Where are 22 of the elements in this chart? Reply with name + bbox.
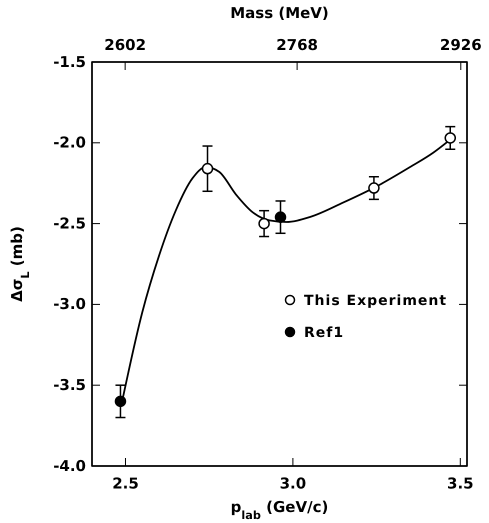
point: [202, 162, 214, 174]
legend-label: Ref1: [304, 325, 344, 341]
legend-label: This Experiment: [304, 293, 448, 309]
x2-tick-label: 2768: [276, 36, 318, 54]
x-tick-label: 2.5: [112, 474, 139, 493]
y-tick-label: -3.0: [53, 295, 86, 314]
point: [258, 218, 270, 230]
y-tick-label: -3.5: [53, 376, 86, 394]
x2-tick-label: 2602: [104, 36, 146, 54]
x-tick-label: 3.0: [280, 474, 306, 493]
x-axis-title: p$_{lab}$ (GeV/c): [230, 498, 328, 522]
point: [274, 211, 286, 223]
x2-axis-title: Mass (MeV): [230, 4, 329, 22]
y-tick-label: -2.5: [53, 214, 86, 232]
x-tick-label: 3.5: [447, 474, 474, 493]
point: [114, 396, 126, 408]
y-tick-label: -2.0: [53, 134, 86, 152]
point: [368, 182, 380, 194]
point: [444, 132, 456, 144]
x2-tick-label: 2926: [440, 36, 482, 54]
y-tick-label: -1.5: [53, 52, 86, 71]
y-tick-label: -4.0: [53, 456, 86, 475]
